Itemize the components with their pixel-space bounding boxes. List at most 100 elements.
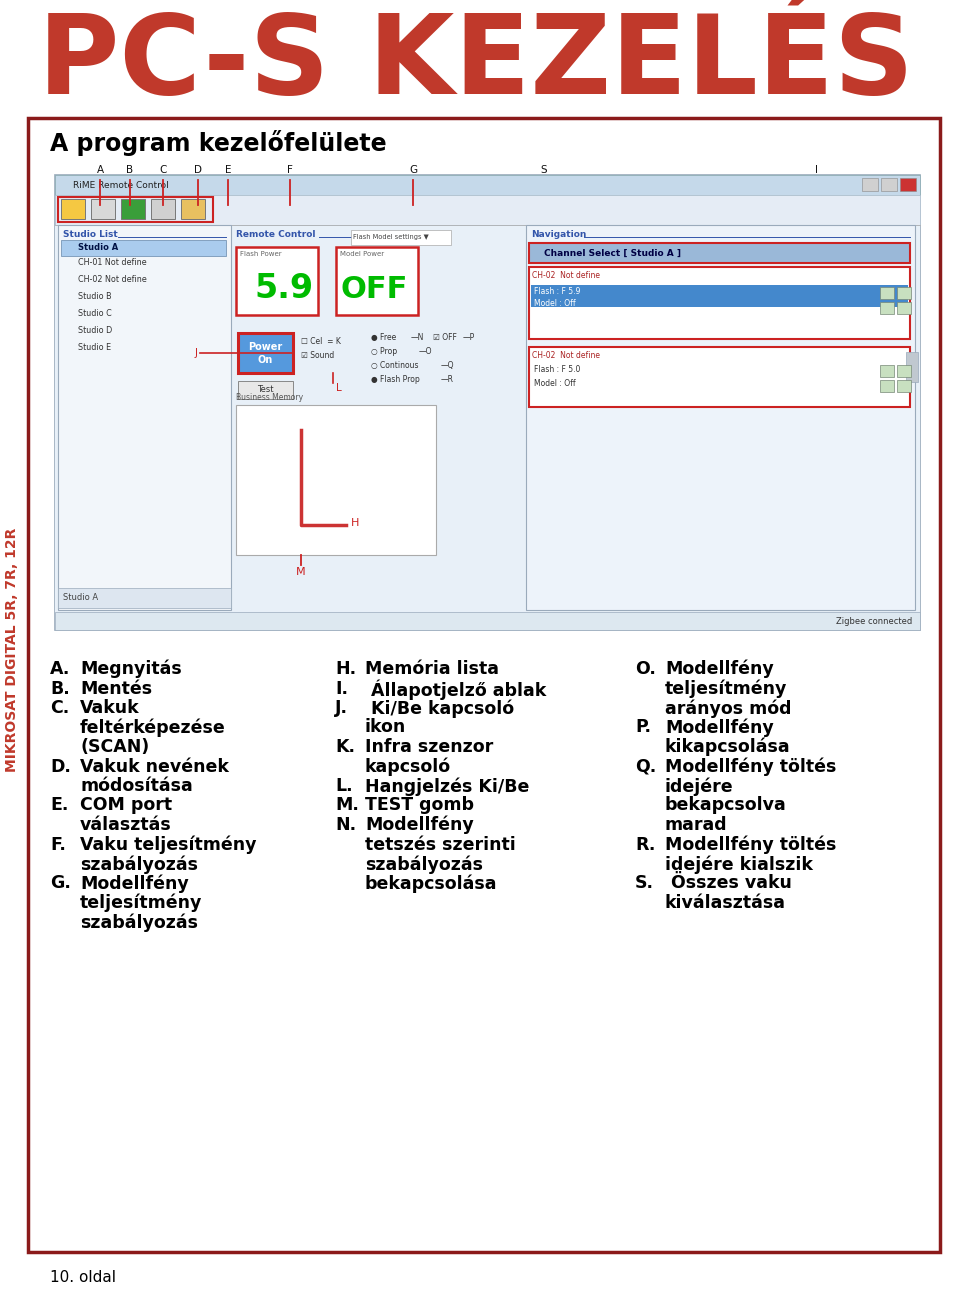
- Text: P.: P.: [635, 719, 651, 737]
- Text: idejére kialszik: idejére kialszik: [665, 855, 813, 874]
- Text: Remote Control: Remote Control: [236, 231, 316, 240]
- Bar: [58, 225, 231, 610]
- Text: Modellfény: Modellfény: [665, 719, 774, 737]
- Text: Model Power: Model Power: [340, 251, 384, 256]
- Text: F: F: [287, 164, 293, 175]
- Text: Studio B: Studio B: [78, 291, 111, 300]
- Text: kikapcsolása: kikapcsolása: [665, 738, 791, 756]
- Text: —P: —P: [463, 333, 475, 342]
- Text: szabályozás: szabályozás: [80, 855, 198, 874]
- Text: Zigbee connected: Zigbee connected: [836, 616, 912, 625]
- Text: Test: Test: [257, 386, 274, 395]
- Text: szabályozás: szabályozás: [80, 913, 198, 932]
- Bar: [55, 613, 920, 629]
- Text: CH-02  Not define: CH-02 Not define: [532, 271, 600, 280]
- Bar: [529, 243, 910, 263]
- Text: Channel Select [ Studio A ]: Channel Select [ Studio A ]: [544, 249, 681, 258]
- Text: tetszés szerinti: tetszés szerinti: [365, 835, 516, 853]
- Text: OFF: OFF: [341, 275, 408, 303]
- Text: Studio A: Studio A: [78, 243, 118, 253]
- Text: teljesítmény: teljesítmény: [80, 894, 203, 913]
- Text: ☑ OFF: ☑ OFF: [433, 333, 457, 342]
- Text: Ki/Be kapcsoló: Ki/Be kapcsoló: [365, 699, 515, 717]
- Text: COM port: COM port: [80, 796, 172, 815]
- Text: Studio E: Studio E: [78, 343, 111, 352]
- Bar: [58, 588, 231, 607]
- Text: bekapcsolva: bekapcsolva: [665, 796, 787, 815]
- Text: (SCAN): (SCAN): [80, 738, 149, 756]
- Text: M: M: [296, 567, 305, 578]
- Text: M.: M.: [335, 796, 359, 815]
- Text: Flash Power: Flash Power: [240, 251, 281, 256]
- Bar: [121, 199, 145, 219]
- Bar: [55, 196, 920, 225]
- Bar: [897, 379, 911, 392]
- Text: A.: A.: [50, 660, 70, 679]
- Bar: [55, 175, 920, 196]
- Text: S.: S.: [635, 874, 654, 892]
- Text: CH-02 Not define: CH-02 Not define: [78, 275, 147, 284]
- Bar: [236, 405, 436, 556]
- Text: Q.: Q.: [635, 758, 657, 776]
- Text: G: G: [409, 164, 417, 175]
- Bar: [906, 352, 918, 382]
- Text: On: On: [258, 355, 274, 365]
- Bar: [91, 199, 115, 219]
- Bar: [529, 267, 910, 339]
- Text: választás: választás: [80, 816, 172, 834]
- Text: ○ Continous: ○ Continous: [371, 361, 419, 370]
- Text: RiME Remote Control: RiME Remote Control: [73, 180, 169, 189]
- Text: PC-S KEZELÉS: PC-S KEZELÉS: [38, 10, 914, 117]
- Text: Vakuk nevének: Vakuk nevének: [80, 758, 228, 776]
- Text: O.: O.: [635, 660, 656, 679]
- Text: Mentés: Mentés: [80, 680, 152, 698]
- Text: B: B: [127, 164, 133, 175]
- Text: ● Flash Prop: ● Flash Prop: [371, 376, 420, 385]
- Bar: [236, 247, 318, 315]
- Bar: [880, 365, 894, 377]
- Bar: [151, 199, 175, 219]
- Text: arányos mód: arányos mód: [665, 699, 791, 717]
- Text: D.: D.: [50, 758, 71, 776]
- Text: Memória lista: Memória lista: [365, 660, 499, 679]
- Bar: [58, 197, 213, 221]
- Bar: [880, 302, 894, 313]
- Text: A: A: [96, 164, 104, 175]
- Bar: [28, 118, 940, 1252]
- Text: I: I: [815, 164, 818, 175]
- Text: ☑ Sound: ☑ Sound: [301, 351, 334, 360]
- Text: L.: L.: [335, 777, 352, 795]
- Text: E.: E.: [50, 796, 68, 815]
- Bar: [55, 175, 920, 629]
- Text: J: J: [195, 348, 198, 357]
- Text: —O: —O: [419, 347, 433, 356]
- Text: Studio List: Studio List: [63, 231, 118, 240]
- Text: N.: N.: [335, 816, 356, 834]
- Text: Vaku teljesítmény: Vaku teljesítmény: [80, 835, 256, 853]
- Text: Flash Model settings ▼: Flash Model settings ▼: [353, 234, 429, 241]
- Text: G.: G.: [50, 874, 71, 892]
- Bar: [880, 287, 894, 299]
- Text: Studio D: Studio D: [78, 326, 112, 335]
- Text: —R: —R: [441, 376, 454, 385]
- Text: Modellfény: Modellfény: [665, 660, 774, 679]
- Text: ○ Prop: ○ Prop: [371, 347, 397, 356]
- Bar: [238, 333, 293, 373]
- Bar: [531, 285, 908, 307]
- Text: MIKROSAT DIGITAL 5R, 7R, 12R: MIKROSAT DIGITAL 5R, 7R, 12R: [5, 528, 19, 772]
- Bar: [897, 365, 911, 377]
- Text: Studio A: Studio A: [63, 593, 98, 602]
- Text: Infra szenzor: Infra szenzor: [365, 738, 493, 756]
- Text: CH-01 Not define: CH-01 Not define: [78, 258, 147, 267]
- Bar: [900, 177, 916, 190]
- Text: F.: F.: [50, 835, 66, 853]
- Text: R.: R.: [635, 835, 656, 853]
- Text: Modellfény töltés: Modellfény töltés: [665, 758, 836, 776]
- Text: bekapcsolása: bekapcsolása: [365, 874, 497, 894]
- Bar: [881, 177, 897, 190]
- Bar: [336, 247, 418, 315]
- Text: Business Memory: Business Memory: [236, 392, 303, 401]
- Text: A program kezelőfelülete: A program kezelőfelülete: [50, 130, 387, 155]
- Text: B.: B.: [50, 680, 70, 698]
- Bar: [238, 381, 293, 399]
